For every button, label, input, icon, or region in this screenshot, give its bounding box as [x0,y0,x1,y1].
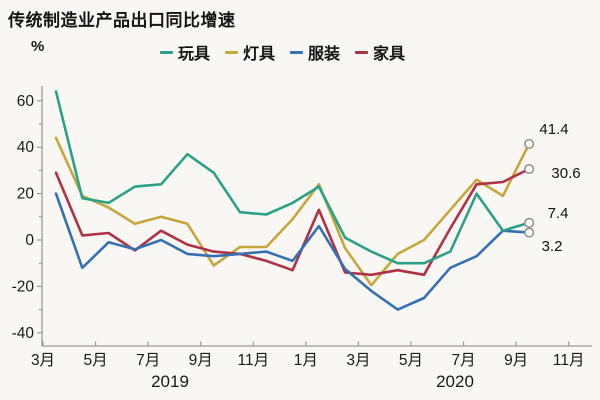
legend: 玩具 灯具 服装 家具 [160,40,405,64]
y-tick-label: -40 [12,325,35,342]
x-tick-label: 11月 [553,352,585,369]
x-year-label: 2020 [436,372,474,391]
end-marker-1 [524,138,535,150]
y-tick-label: 40 [17,139,35,156]
legend-item-toys: 玩具 [160,40,210,64]
x-tick-label: 9月 [189,352,213,369]
x-tick-label: 11月 [237,352,269,369]
y-tick-label: 20 [17,186,35,203]
x-year-label: 2019 [151,372,189,391]
end-marker-0 [524,217,535,228]
end-marker-3 [524,163,535,175]
series-line-1 [54,136,531,287]
legend-dash-icon [355,50,369,54]
legend-label: 家具 [373,46,406,63]
x-tick-label: 7月 [452,352,476,369]
series-line-0 [54,90,531,265]
x-tick-label: 9月 [504,352,528,369]
end-value-label: 41.4 [539,121,568,138]
y-axis-unit-label: % [31,38,45,55]
legend-dash-icon [290,50,304,54]
legend-dash-icon [160,50,173,54]
legend-item-lamps: 灯具 [225,40,275,64]
x-tick-label: 3月 [31,352,55,369]
x-tick-label: 7月 [136,352,160,369]
legend-item-furniture: 家具 [355,40,405,64]
legend-dash-icon [225,50,239,54]
y-tick-label: 0 [25,232,34,249]
legend-item-clothing: 服装 [290,40,340,64]
y-tick-label: -20 [12,278,35,295]
legend-label: 服装 [308,46,341,63]
end-value-label: 7.4 [548,205,569,222]
end-value-label: 30.6 [551,165,580,182]
x-tick-label: 5月 [84,352,108,369]
legend-label: 灯具 [243,46,276,63]
x-tick-label: 1月 [294,352,318,369]
series-line-2 [54,192,531,311]
end-marker-2 [524,227,535,238]
legend-label: 玩具 [178,46,211,63]
y-tick-label: 60 [17,93,35,110]
x-tick-label: 5月 [399,352,423,369]
chart-title: 传统制造业产品出口同比增速 [8,11,236,30]
x-tick-label: 3月 [346,352,370,369]
end-value-label: 3.2 [542,238,563,255]
